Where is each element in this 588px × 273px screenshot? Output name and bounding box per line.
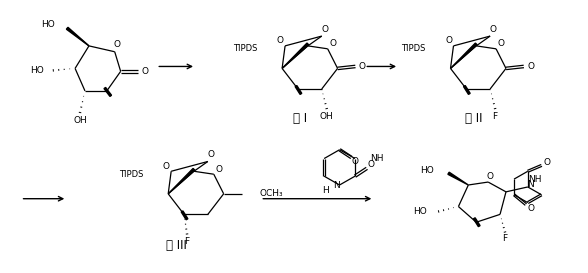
Text: HO: HO: [42, 20, 55, 29]
Text: HO: HO: [29, 66, 44, 75]
Text: N: N: [333, 182, 340, 191]
Polygon shape: [181, 211, 188, 220]
Text: TIPDS: TIPDS: [233, 44, 258, 53]
Text: O: O: [490, 25, 497, 34]
Text: O: O: [527, 62, 534, 71]
Text: H: H: [322, 186, 329, 195]
Text: NH: NH: [370, 154, 383, 163]
Text: OCH₃: OCH₃: [259, 189, 283, 198]
Text: O: O: [113, 40, 120, 49]
Text: NH: NH: [528, 175, 542, 184]
Text: O: O: [321, 25, 328, 34]
Text: O: O: [359, 62, 366, 71]
Text: O: O: [352, 157, 359, 166]
Text: HO: HO: [413, 207, 427, 216]
Polygon shape: [168, 168, 195, 194]
Text: O: O: [543, 158, 550, 167]
Polygon shape: [104, 87, 112, 96]
Text: O: O: [276, 37, 283, 46]
Text: OH: OH: [320, 112, 333, 121]
Text: 式 I: 式 I: [293, 112, 307, 125]
Text: TIPDS: TIPDS: [119, 170, 143, 179]
Polygon shape: [463, 85, 470, 94]
Text: F: F: [502, 235, 507, 243]
Text: O: O: [163, 162, 170, 171]
Text: O: O: [329, 39, 336, 48]
Text: F: F: [185, 237, 189, 246]
Text: O: O: [487, 172, 494, 181]
Text: N: N: [527, 180, 534, 189]
Text: O: O: [215, 165, 222, 174]
Polygon shape: [473, 218, 480, 227]
Text: F: F: [493, 112, 497, 121]
Polygon shape: [448, 172, 468, 185]
Polygon shape: [282, 43, 309, 69]
Polygon shape: [66, 27, 89, 46]
Polygon shape: [295, 85, 302, 94]
Polygon shape: [450, 43, 477, 69]
Text: O: O: [497, 39, 505, 48]
Text: OH: OH: [73, 116, 87, 125]
Text: 式 II: 式 II: [465, 112, 482, 125]
Text: O: O: [368, 160, 375, 169]
Text: 式 III: 式 III: [166, 239, 186, 252]
Text: O: O: [142, 67, 149, 76]
Text: TIPDS: TIPDS: [402, 44, 426, 53]
Text: O: O: [445, 37, 452, 46]
Text: HO: HO: [420, 166, 434, 175]
Text: O: O: [208, 150, 214, 159]
Text: O: O: [527, 204, 534, 213]
